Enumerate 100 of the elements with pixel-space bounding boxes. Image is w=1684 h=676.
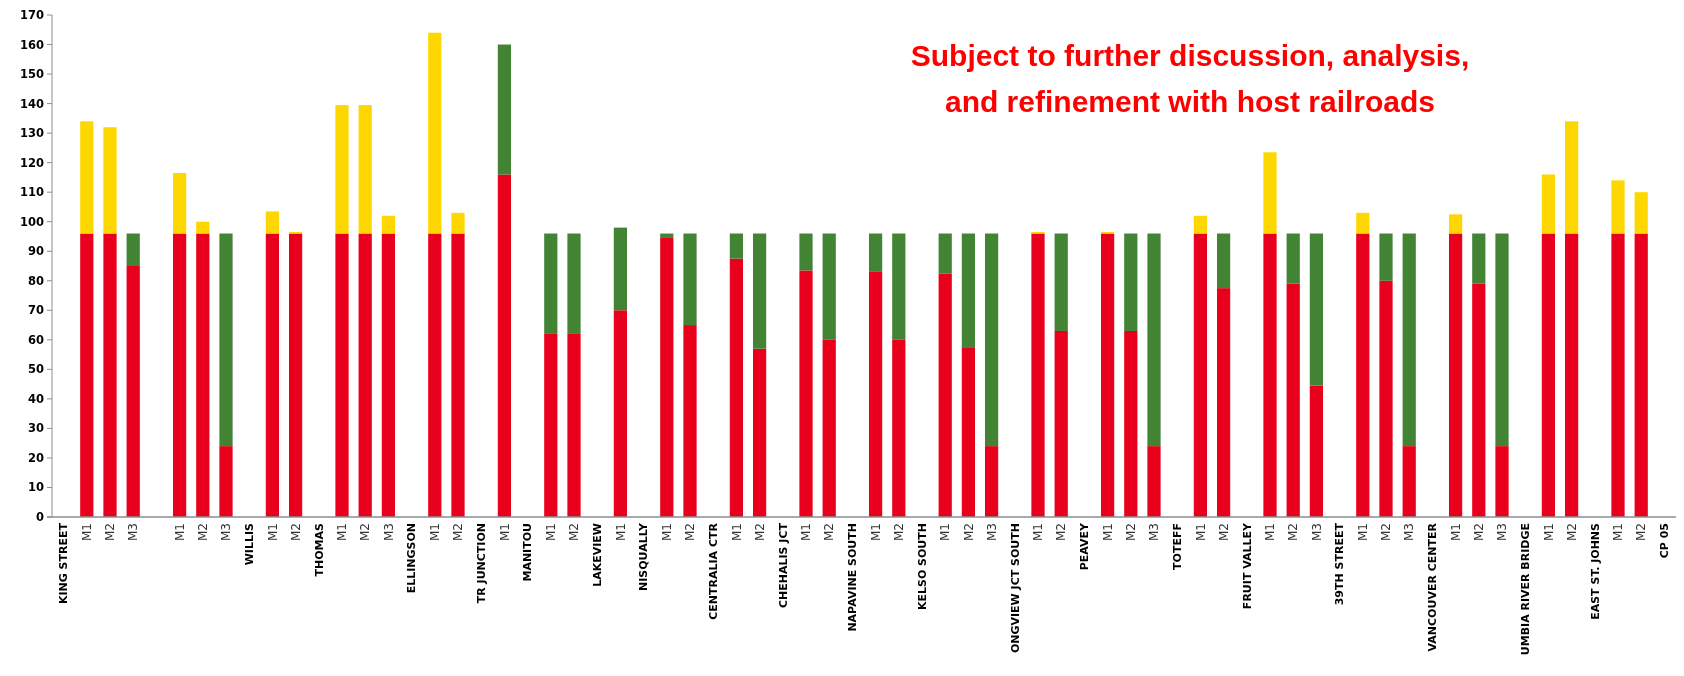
bar (822, 339, 836, 517)
x-tick-label: M2 (822, 523, 837, 541)
x-tick-label: M1 (1356, 523, 1370, 541)
x-tick-label: M1 (544, 523, 558, 541)
x-tick-label: VANCOUVER CENTER (1426, 522, 1440, 652)
x-tick-label: M2 (567, 523, 582, 541)
x-tick-label: PEAVEY (1078, 521, 1092, 571)
bar (1147, 446, 1161, 517)
bar (1054, 233, 1068, 331)
bar (567, 333, 581, 517)
bar (961, 233, 976, 348)
y-tick-label: 20 (27, 450, 44, 465)
bar (80, 233, 94, 517)
x-tick-label: M1 (428, 523, 442, 541)
x-tick-label: M2 (1472, 523, 1486, 541)
bar (822, 233, 836, 340)
x-tick-label: ONGVIEW JCT SOUTH (1008, 523, 1022, 654)
x-tick-label: EAST ST. JOHNS (1588, 522, 1602, 620)
x-tick-label: M1 (1193, 523, 1208, 541)
x-tick-label: M2 (288, 523, 303, 541)
x-tick-label: M2 (1634, 523, 1649, 541)
bar (892, 339, 906, 517)
bar (1309, 233, 1324, 386)
bar (1495, 446, 1509, 517)
bar (219, 446, 233, 517)
x-tick-label: THOMAS (312, 522, 326, 577)
bar (1448, 233, 1463, 517)
bar (1054, 330, 1068, 517)
x-tick-label: M2 (451, 523, 466, 541)
x-tick-label: M2 (1124, 523, 1138, 541)
y-tick-label: 110 (19, 185, 44, 200)
bar (265, 211, 280, 234)
x-tick-label: M2 (196, 523, 210, 541)
bar (1379, 280, 1393, 517)
x-tick-label: KELSO SOUTH (915, 523, 929, 611)
x-tick-label: M1 (265, 523, 280, 541)
bar (984, 233, 999, 447)
bar (613, 310, 628, 517)
bar (381, 215, 396, 234)
bar (729, 258, 744, 517)
x-tick-label: M2 (752, 523, 767, 541)
bar (938, 273, 952, 517)
x-tick-label: M1 (1448, 523, 1463, 541)
bar (1564, 121, 1579, 234)
bar (451, 233, 465, 517)
bar (1402, 446, 1416, 517)
bar (729, 233, 744, 259)
x-tick-label: M2 (103, 523, 118, 541)
x-tick-label: M3 (219, 523, 234, 541)
bar (660, 237, 674, 517)
y-tick-label: 30 (27, 421, 44, 436)
bar (265, 233, 280, 517)
x-tick-label: WILLIS (243, 522, 257, 566)
bar (1541, 174, 1556, 234)
y-tick-label: 0 (35, 510, 44, 525)
x-tick-label: UMBIA RIVER BRIDGE (1519, 523, 1533, 656)
x-tick-label: M2 (1379, 523, 1394, 541)
x-tick-label: 39TH STREET (1333, 522, 1347, 606)
y-tick-label: 140 (19, 96, 44, 111)
x-tick-label: M1 (172, 523, 187, 541)
bar (892, 233, 906, 340)
bar (1124, 330, 1138, 517)
x-tick-label: CP 05 (1658, 523, 1672, 559)
y-tick-label: 40 (27, 391, 44, 406)
x-tick-label: LAKEVIEW (591, 523, 605, 587)
x-tick-label: M2 (892, 523, 906, 541)
bar (335, 105, 349, 234)
bar (683, 233, 697, 326)
bar (497, 174, 512, 517)
x-tick-label: TOTEFF (1171, 523, 1185, 570)
bar (868, 233, 883, 272)
x-tick-label: M3 (1309, 523, 1324, 541)
x-tick-label: M1 (938, 523, 953, 541)
bar (1263, 233, 1277, 517)
x-tick-label: M2 (1216, 523, 1231, 541)
bar (1356, 233, 1370, 517)
x-tick-label: CENTRALIA CTR (707, 522, 721, 620)
bar (126, 266, 140, 517)
bar (1472, 283, 1486, 517)
bar (172, 172, 187, 234)
x-tick-label: M1 (729, 523, 744, 541)
y-tick-label: 150 (19, 67, 44, 82)
bar (196, 233, 210, 517)
bar (1286, 283, 1300, 517)
x-tick-label: M3 (381, 523, 396, 541)
x-tick-label: M1 (1100, 523, 1115, 541)
bar (961, 347, 976, 517)
bar (103, 127, 117, 234)
x-tick-label: M3 (1402, 523, 1417, 541)
y-tick-label: 60 (27, 332, 44, 347)
x-tick-label: M3 (1147, 523, 1162, 541)
bar (1379, 233, 1393, 281)
bar (1147, 233, 1161, 447)
x-tick-label: ELLINGSON (405, 523, 419, 594)
bar (1286, 233, 1300, 284)
bar (288, 233, 303, 517)
x-tick-label: M1 (799, 523, 814, 541)
x-tick-label: M1 (660, 523, 674, 541)
bar (1634, 233, 1648, 517)
bar (1193, 233, 1208, 517)
